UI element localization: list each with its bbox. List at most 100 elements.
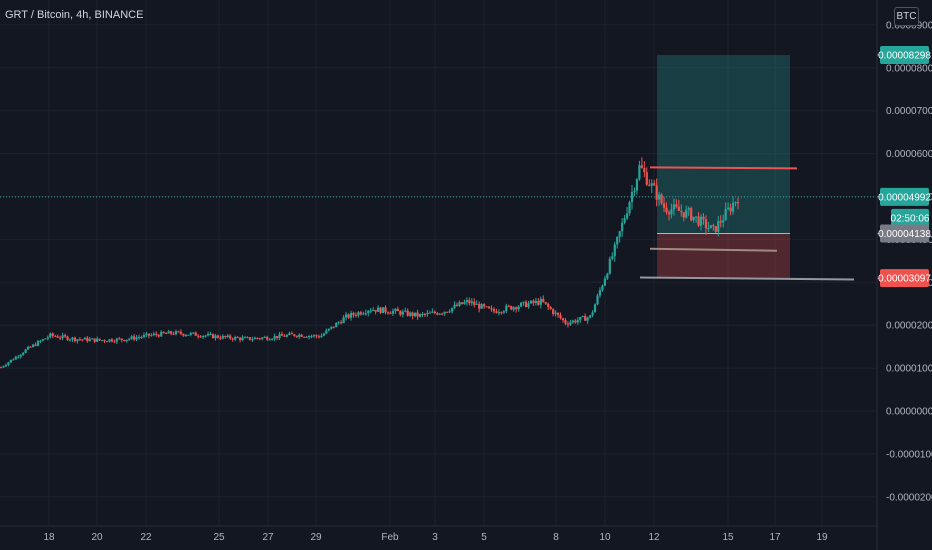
candle-body [177, 331, 180, 333]
candle-body [473, 301, 476, 305]
candle-body [335, 322, 338, 328]
candle-body [433, 311, 436, 314]
entry-price-badge-bg [880, 224, 929, 243]
candle-body [401, 311, 404, 315]
target-price-badge: 0.00008298 [878, 51, 931, 62]
candle-body [248, 337, 252, 340]
candle-body [623, 218, 626, 223]
candle-body [271, 338, 274, 340]
candle-body [46, 337, 49, 339]
candle-body [174, 331, 178, 335]
candle-body [308, 335, 311, 338]
candle-body [68, 339, 72, 341]
candle-body [707, 228, 710, 230]
candle-body [524, 301, 528, 308]
candle-body [130, 336, 133, 339]
support-line[interactable] [649, 247, 778, 252]
candle-body [569, 322, 572, 325]
candle-body [446, 311, 449, 313]
candle-body [202, 335, 205, 338]
candle-body [293, 334, 296, 336]
position-target-zone[interactable] [657, 55, 790, 234]
candle-body [502, 311, 505, 313]
candle-body [603, 278, 606, 286]
candle-body [736, 202, 740, 204]
candle-body [381, 307, 385, 313]
candle-body [561, 318, 565, 321]
interval-label[interactable]: 4h [76, 9, 89, 21]
candle-body [687, 208, 690, 210]
candle-body [14, 356, 17, 360]
candle-body [389, 313, 392, 315]
candle-body [414, 312, 417, 317]
candle-body [675, 204, 678, 207]
candle-body [655, 185, 658, 200]
stop-trendline[interactable] [639, 276, 855, 281]
candle-body [475, 303, 478, 305]
candle-body [206, 333, 210, 336]
candle-body [135, 337, 138, 340]
stop-price-badge-bg [880, 269, 929, 288]
candle-body [532, 300, 535, 303]
candle-body [179, 331, 183, 334]
candle-body [234, 337, 237, 340]
currency-button[interactable]: BTC [894, 7, 919, 26]
candle-body [492, 309, 496, 312]
candle-body [27, 346, 30, 350]
candle-body [606, 273, 609, 279]
stop-price-badge: 0.00003097 [878, 274, 931, 285]
candle-body [369, 310, 372, 312]
x-tick-label: 22 [140, 532, 152, 543]
candle-body [621, 222, 624, 232]
resistance-line[interactable] [649, 166, 798, 170]
candle-body [160, 331, 163, 337]
x-tick-label: 12 [648, 532, 660, 543]
candle-body [601, 285, 604, 291]
candle-body [463, 302, 466, 305]
candle-body [44, 338, 47, 340]
candle-body [658, 194, 661, 200]
position-stop-zone[interactable] [657, 233, 790, 279]
candle-body [71, 337, 74, 340]
candle-body [717, 221, 720, 232]
candle-body [298, 334, 301, 337]
candle-body [283, 335, 286, 337]
candle-body [128, 338, 131, 340]
symbol-label[interactable]: GRT / Bitcoin [5, 9, 71, 21]
candle-body [677, 206, 680, 211]
candle-body [137, 337, 141, 339]
candle-body [81, 339, 84, 341]
x-tick-label: 27 [262, 532, 274, 543]
candle-body [544, 302, 547, 304]
candle-body [443, 311, 446, 314]
candle-body [167, 331, 170, 334]
candle-body [512, 307, 515, 310]
candle-body [455, 304, 459, 306]
candle-body [613, 244, 616, 257]
candle-body [238, 337, 242, 341]
candle-body [295, 335, 298, 337]
candle-body [682, 212, 685, 218]
candle-body [598, 290, 602, 296]
candle-body [625, 213, 629, 219]
candle-body [554, 312, 557, 314]
candle-body [155, 333, 158, 335]
candle-body [66, 336, 69, 341]
candle-body [150, 334, 153, 336]
candle-body [253, 337, 256, 340]
candle-body [672, 204, 676, 210]
candle-body [638, 165, 641, 180]
candle-body [51, 333, 54, 336]
candle-body [305, 336, 308, 338]
x-tick-label: 17 [769, 532, 781, 543]
candle-body [86, 337, 89, 342]
candle-body [507, 305, 510, 307]
candle-body [727, 207, 730, 209]
candle-body [586, 317, 589, 321]
candle-body [497, 312, 501, 314]
candle-body [192, 332, 195, 334]
candle-body [589, 315, 592, 318]
